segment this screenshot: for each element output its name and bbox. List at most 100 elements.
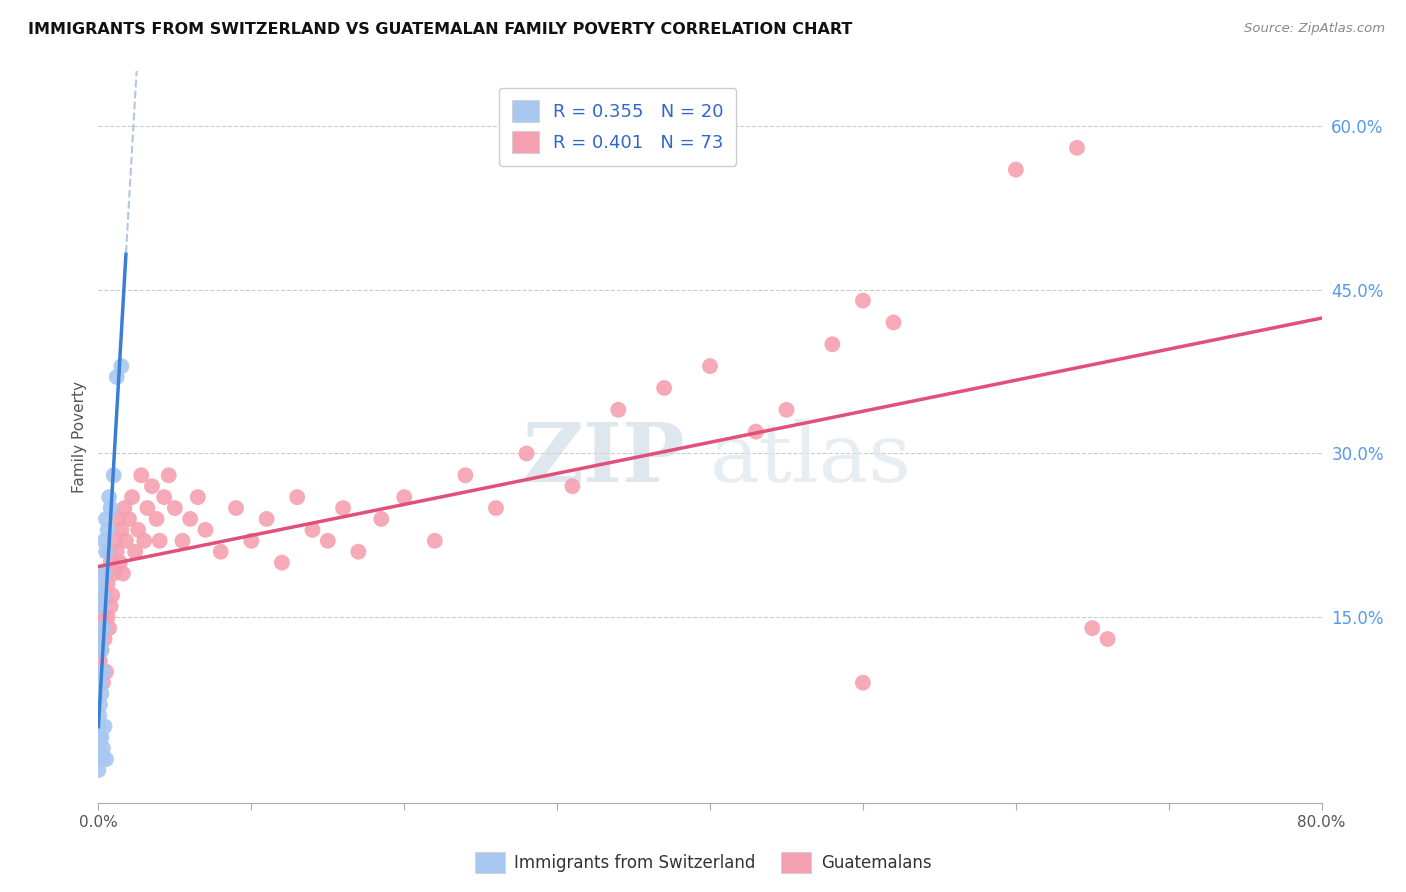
Point: [89, 654, 111, 668]
Point: [87, 719, 110, 733]
Point: [91, 588, 114, 602]
Point: [516, 446, 538, 460]
Point: [1097, 632, 1119, 646]
Point: [134, 533, 156, 548]
Point: [89, 731, 111, 745]
Point: [98, 490, 121, 504]
Point: [90, 687, 112, 701]
Point: [93, 632, 115, 646]
Point: [699, 359, 721, 373]
Point: [145, 512, 167, 526]
Point: [270, 556, 292, 570]
Text: atlas: atlas: [710, 419, 912, 499]
Point: [100, 501, 122, 516]
Point: [90, 599, 112, 614]
Point: [91, 675, 114, 690]
Point: [91, 752, 114, 766]
Point: [883, 315, 905, 329]
Point: [163, 501, 186, 516]
Point: [256, 512, 278, 526]
Point: [149, 533, 172, 548]
Point: [209, 545, 232, 559]
Point: [104, 533, 127, 548]
Point: [87, 741, 110, 756]
Point: [370, 512, 392, 526]
Point: [91, 741, 114, 756]
Point: [90, 643, 112, 657]
Point: [94, 566, 117, 581]
Point: [93, 566, 115, 581]
Point: [87, 763, 110, 777]
Point: [285, 490, 308, 504]
Point: [172, 533, 194, 548]
Point: [775, 402, 797, 417]
Y-axis label: Family Poverty: Family Poverty: [72, 381, 87, 493]
Point: [392, 490, 416, 504]
Point: [347, 545, 370, 559]
Point: [91, 665, 114, 679]
Point: [89, 708, 111, 723]
Point: [153, 490, 176, 504]
Point: [821, 337, 844, 351]
Legend: R = 0.355   N = 20, R = 0.401   N = 73: R = 0.355 N = 20, R = 0.401 N = 73: [499, 87, 737, 166]
Point: [454, 468, 477, 483]
Point: [301, 523, 323, 537]
Point: [607, 402, 630, 417]
Point: [332, 501, 354, 516]
Point: [225, 501, 247, 516]
Text: IMMIGRANTS FROM SWITZERLAND VS GUATEMALAN FAMILY POVERTY CORRELATION CHART: IMMIGRANTS FROM SWITZERLAND VS GUATEMALA…: [28, 22, 852, 37]
Point: [89, 577, 111, 591]
Point: [1004, 162, 1026, 177]
Point: [100, 556, 122, 570]
Point: [89, 698, 111, 712]
Point: [108, 556, 131, 570]
Point: [115, 533, 138, 548]
Legend: Immigrants from Switzerland, Guatemalans: Immigrants from Switzerland, Guatemalans: [468, 846, 938, 880]
Point: [652, 381, 675, 395]
Point: [157, 468, 180, 483]
Point: [90, 599, 112, 614]
Point: [105, 370, 128, 384]
Point: [129, 468, 152, 483]
Point: [91, 621, 114, 635]
Point: [423, 533, 446, 548]
Point: [112, 501, 135, 516]
Point: [1081, 621, 1104, 635]
Point: [121, 490, 143, 504]
Point: [90, 731, 112, 745]
Point: [91, 610, 114, 624]
Point: [101, 588, 124, 602]
Point: [98, 621, 121, 635]
Point: [105, 545, 128, 559]
Point: [94, 752, 117, 766]
Point: [93, 533, 115, 548]
Point: [100, 599, 122, 614]
Point: [93, 588, 115, 602]
Point: [98, 545, 121, 559]
Point: [97, 610, 120, 624]
Point: [89, 632, 111, 646]
Point: [187, 490, 209, 504]
Point: [240, 533, 263, 548]
Point: [136, 501, 159, 516]
Point: [94, 512, 117, 526]
Point: [93, 719, 115, 733]
Point: [97, 577, 120, 591]
Point: [745, 425, 768, 439]
Point: [179, 512, 201, 526]
Point: [89, 675, 111, 690]
Text: ZIP: ZIP: [523, 419, 686, 499]
Point: [852, 675, 875, 690]
Point: [94, 665, 117, 679]
Point: [124, 545, 146, 559]
Point: [110, 359, 132, 373]
Point: [127, 523, 149, 537]
Point: [561, 479, 583, 493]
Point: [111, 566, 134, 581]
Point: [107, 512, 129, 526]
Point: [118, 512, 141, 526]
Point: [94, 545, 117, 559]
Point: [97, 523, 120, 537]
Point: [90, 643, 112, 657]
Point: [103, 468, 125, 483]
